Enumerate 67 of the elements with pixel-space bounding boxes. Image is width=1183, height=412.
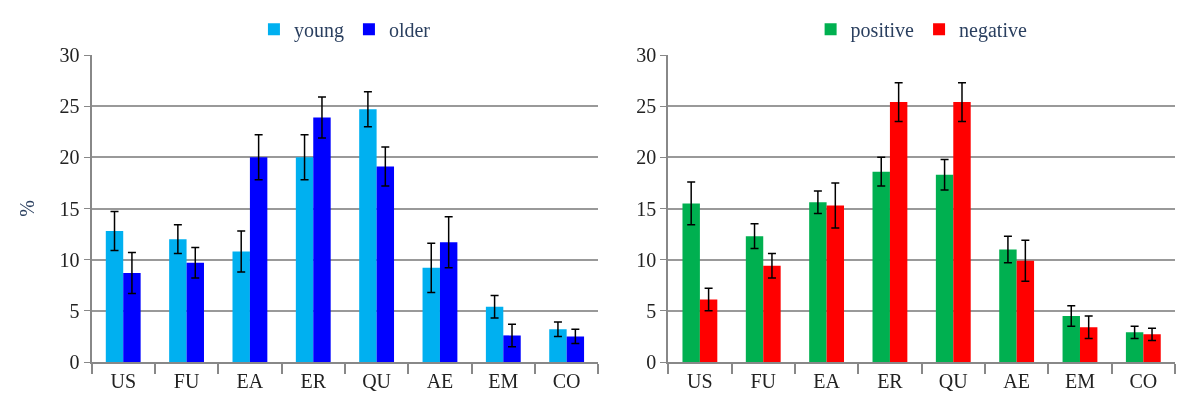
bar: [566, 336, 585, 362]
y-tick-label: 0: [69, 351, 80, 373]
legend-label: negative: [959, 19, 1027, 43]
bar: [1125, 332, 1144, 362]
x-tick-label: ER: [300, 370, 327, 392]
y-tick-label: 30: [636, 44, 657, 66]
bar: [376, 166, 395, 362]
bar: [422, 267, 440, 362]
bar: [549, 329, 567, 362]
x-tick-label: EA: [813, 370, 841, 392]
y-tick-label: 20: [59, 146, 80, 169]
y-tick-label: 15: [59, 197, 80, 220]
x-tick-label: EA: [236, 370, 264, 392]
bar: [123, 272, 141, 362]
bar: [503, 335, 521, 362]
bar: [249, 157, 268, 362]
bar: [105, 231, 124, 362]
y-axis-title: %: [15, 200, 38, 217]
y-tick-label: 25: [59, 95, 80, 118]
bar: [872, 171, 890, 362]
bar: [1016, 260, 1035, 362]
x-tick-label: AE: [426, 370, 454, 392]
bar: [295, 157, 314, 362]
bar: [699, 299, 718, 362]
x-tick-label: AE: [1003, 370, 1030, 392]
bar: [232, 251, 250, 362]
x-tick-label: CO: [1129, 370, 1158, 392]
bar: [485, 306, 504, 362]
bar: [763, 265, 781, 362]
y-tick-label: 10: [59, 248, 80, 271]
y-tick-label: 25: [636, 95, 657, 118]
y-tick-label: 30: [59, 44, 80, 66]
bar: [169, 239, 187, 362]
x-tick-label: EM: [488, 370, 519, 392]
bar: [359, 109, 377, 362]
x-tick-label: CO: [552, 370, 581, 392]
x-tick-label: QU: [362, 370, 392, 392]
legend-label: positive: [850, 19, 915, 43]
x-tick-label: US: [110, 370, 137, 392]
y-tick-label: 0: [646, 351, 657, 373]
bar: [313, 117, 331, 362]
legend-label: older: [388, 19, 431, 42]
bar: [439, 242, 458, 362]
bar: [1062, 315, 1080, 362]
y-tick-label: 5: [69, 299, 80, 322]
x-tick-label: US: [687, 370, 713, 392]
legend-label: young: [293, 19, 344, 43]
y-tick-label: 5: [646, 299, 657, 322]
y-tick-label: 15: [636, 197, 657, 220]
x-tick-label: ER: [877, 370, 904, 392]
x-tick-label: FU: [173, 370, 200, 392]
bar: [682, 203, 700, 362]
y-tick-label: 20: [636, 146, 657, 169]
y-tick-label: 10: [636, 248, 657, 271]
bar: [1079, 327, 1098, 362]
bar: [935, 174, 954, 362]
bar: [809, 202, 827, 362]
x-tick-label: QU: [938, 370, 969, 392]
bar: [889, 102, 908, 362]
bar: [745, 236, 764, 362]
bar: [1143, 334, 1161, 362]
bar: [953, 102, 971, 362]
x-tick-label: FU: [750, 370, 777, 392]
x-tick-label: EM: [1064, 370, 1096, 392]
bar: [826, 205, 845, 362]
bar: [186, 262, 204, 362]
bar: [999, 249, 1017, 362]
